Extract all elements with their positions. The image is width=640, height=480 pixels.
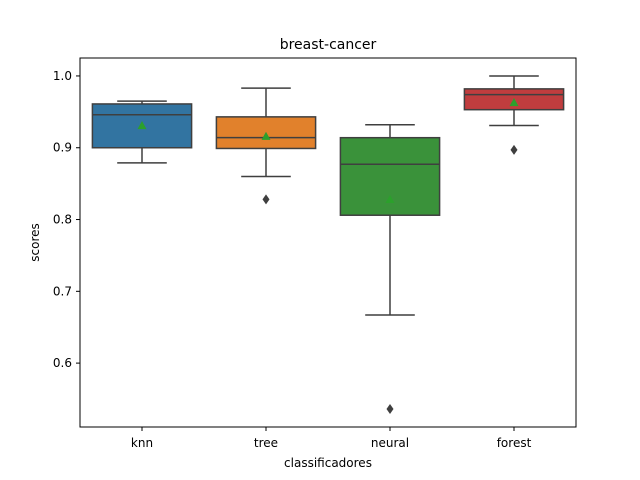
- y-axis-label: scores: [28, 223, 42, 262]
- y-axis: 0.6 0.7 0.8 0.9 1.0: [53, 69, 80, 370]
- x-tick-label: knn: [131, 436, 153, 450]
- mean-marker: [137, 120, 147, 130]
- x-tick-label: neural: [371, 436, 409, 450]
- y-tick-label: 1.0: [53, 69, 72, 83]
- y-tick-label: 0.9: [53, 141, 72, 155]
- outlier-point: [386, 404, 394, 415]
- plot-area: [91, 75, 565, 415]
- outlier-point: [510, 144, 518, 155]
- box-group-tree: [215, 87, 317, 205]
- x-tick-label: tree: [254, 436, 278, 450]
- box-group-knn: [91, 100, 193, 164]
- x-tick-label: forest: [497, 436, 532, 450]
- mean-marker: [261, 131, 271, 140]
- outlier-point: [262, 194, 270, 205]
- x-axis-label: classificadores: [284, 456, 372, 470]
- mean-marker: [509, 98, 519, 107]
- y-tick-label: 0.7: [53, 284, 72, 298]
- box: [339, 136, 441, 216]
- chart-title: breast-cancer: [280, 37, 377, 53]
- box-group-forest: [463, 75, 565, 155]
- plot-frame: [79, 57, 577, 428]
- y-tick-label: 0.8: [53, 213, 72, 227]
- y-tick-label: 0.6: [53, 356, 72, 370]
- mean-marker: [385, 194, 395, 204]
- box-group-neural: [339, 124, 441, 415]
- x-axis: knn tree neural forest: [131, 427, 532, 450]
